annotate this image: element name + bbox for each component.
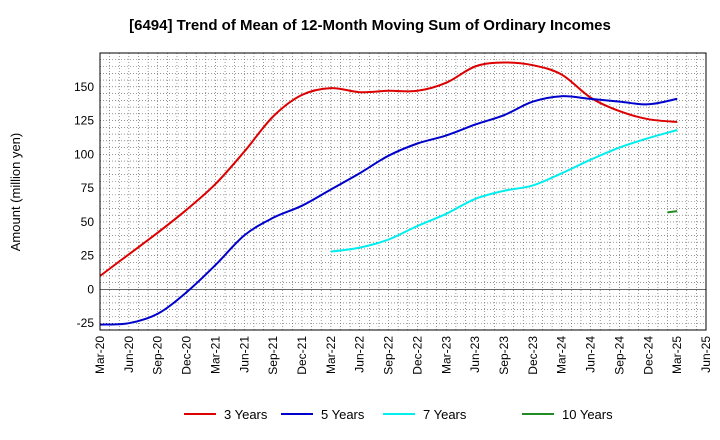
y-tick-label: 0 [87,282,94,296]
y-tick-label: -25 [77,316,95,330]
chart-title: [6494] Trend of Mean of 12-Month Moving … [129,17,611,34]
x-tick-label: Jun-21 [237,336,251,373]
y-tick-label: 125 [74,114,94,128]
x-tick-label: Mar-22 [324,336,338,374]
x-tick-label: Jun-22 [353,336,367,373]
legend-label: 5 Years [321,407,365,422]
series-line-1 [99,61,678,277]
series-line-2 [99,95,678,326]
x-tick-label: Mar-25 [670,336,684,374]
y-tick-labels: -25 0 25 50 75 100 125 150 [74,80,94,330]
x-tick-label: Jun-25 [699,336,713,373]
series-line-3 [330,129,678,253]
x-tick-label: Jun-20 [122,336,136,373]
x-tick-labels: Mar-20 Jun-20 Sep-20 Dec-20 Mar-21 Jun-21 Sep-… [93,336,713,375]
y-tick-label: 25 [81,249,95,263]
plot-frame [99,52,707,331]
x-tick-label: Sep-24 [612,336,626,375]
legend-label: 3 Years [224,407,268,422]
x-tick-label: Mar-20 [93,336,107,374]
legend-label: 7 Years [423,407,467,422]
x-tick-label: Mar-23 [439,336,453,374]
legend-label: 10 Years [562,407,613,422]
x-tick-label: Dec-20 [180,336,194,375]
y-axis-label: Amount (million yen) [8,133,23,252]
y-tick-label: 50 [81,215,95,229]
y-tick-label: 150 [74,80,94,94]
series-line-4 [667,210,678,214]
x-tick-label: Dec-24 [641,336,655,375]
x-tick-label: Jun-24 [584,336,598,373]
x-tick-label: Mar-21 [208,336,222,374]
x-tick-label: Dec-23 [526,336,540,375]
y-tick-label: 100 [74,147,94,161]
x-tick-label: Sep-23 [497,336,511,375]
x-tick-label: Sep-22 [382,336,396,375]
x-tick-label: Mar-24 [555,336,569,374]
y-tick-label: 75 [81,181,95,195]
x-tick-label: Jun-23 [468,336,482,373]
x-tick-label: Sep-21 [266,336,280,375]
x-tick-label: Dec-21 [295,336,309,375]
series-lines [99,61,678,326]
x-tick-label: Sep-20 [151,336,165,375]
legend: 3 Years 5 Years 7 Years 10 Years [184,407,613,422]
x-tick-label: Dec-22 [410,336,424,375]
